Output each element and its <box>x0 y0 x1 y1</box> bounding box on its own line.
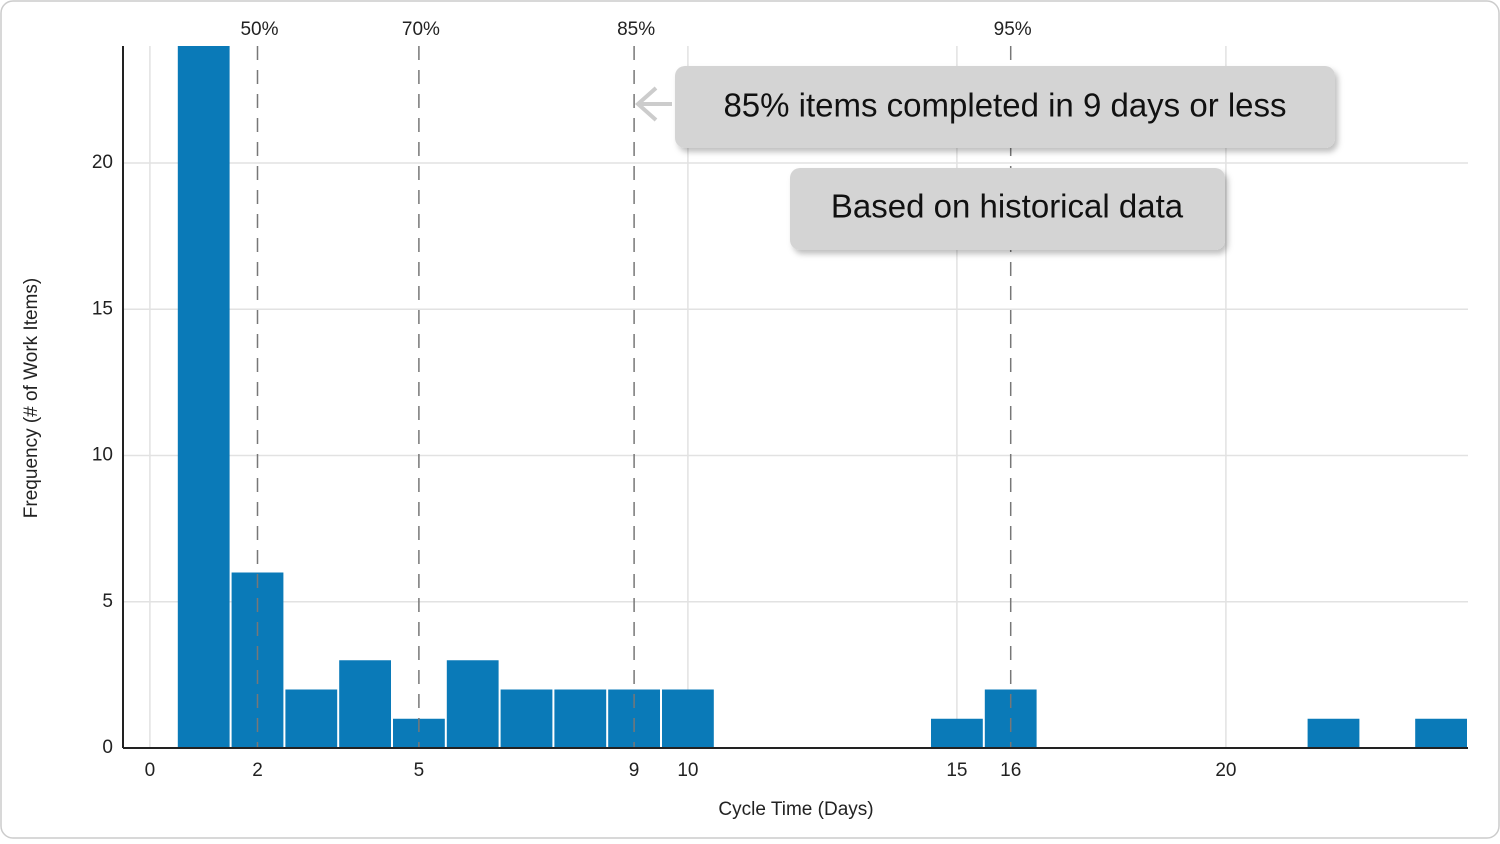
percentile-label: 50% <box>240 19 278 40</box>
bar <box>500 689 553 748</box>
x-tick-label: 15 <box>946 760 967 781</box>
y-axis-label: Frequency (# of Work Items) <box>21 278 42 518</box>
bar <box>177 46 230 748</box>
bar <box>931 718 983 748</box>
bar <box>285 689 338 748</box>
bar <box>446 660 499 748</box>
percentile-label: 70% <box>402 19 440 40</box>
x-tick-label: 2 <box>252 760 263 781</box>
bar <box>1307 718 1360 748</box>
x-tick-label: 9 <box>629 760 640 781</box>
x-tick-label: 10 <box>677 760 698 781</box>
y-tick-label: 15 <box>92 298 113 319</box>
callout-text: Based on historical data <box>831 188 1184 225</box>
y-tick-label: 10 <box>92 445 113 466</box>
bar <box>662 689 714 748</box>
bar <box>339 660 391 748</box>
callout-box <box>675 66 1335 148</box>
x-tick-label: 5 <box>414 760 425 781</box>
callout-text: 85% items completed in 9 days or less <box>723 87 1286 124</box>
x-axis-label: Cycle Time (Days) <box>718 799 873 820</box>
x-tick-label: 16 <box>1000 760 1021 781</box>
bar <box>1415 718 1467 748</box>
percentile-label: 95% <box>994 19 1032 40</box>
y-tick-label: 5 <box>102 591 113 612</box>
bar <box>554 689 607 748</box>
y-tick-label: 20 <box>92 152 113 173</box>
callout-arrow <box>634 86 672 122</box>
y-tick-label: 0 <box>102 737 113 758</box>
x-tick-label: 0 <box>145 760 156 781</box>
callout-box <box>790 168 1225 250</box>
percentile-label: 85% <box>617 19 655 40</box>
x-tick-label: 20 <box>1215 760 1236 781</box>
